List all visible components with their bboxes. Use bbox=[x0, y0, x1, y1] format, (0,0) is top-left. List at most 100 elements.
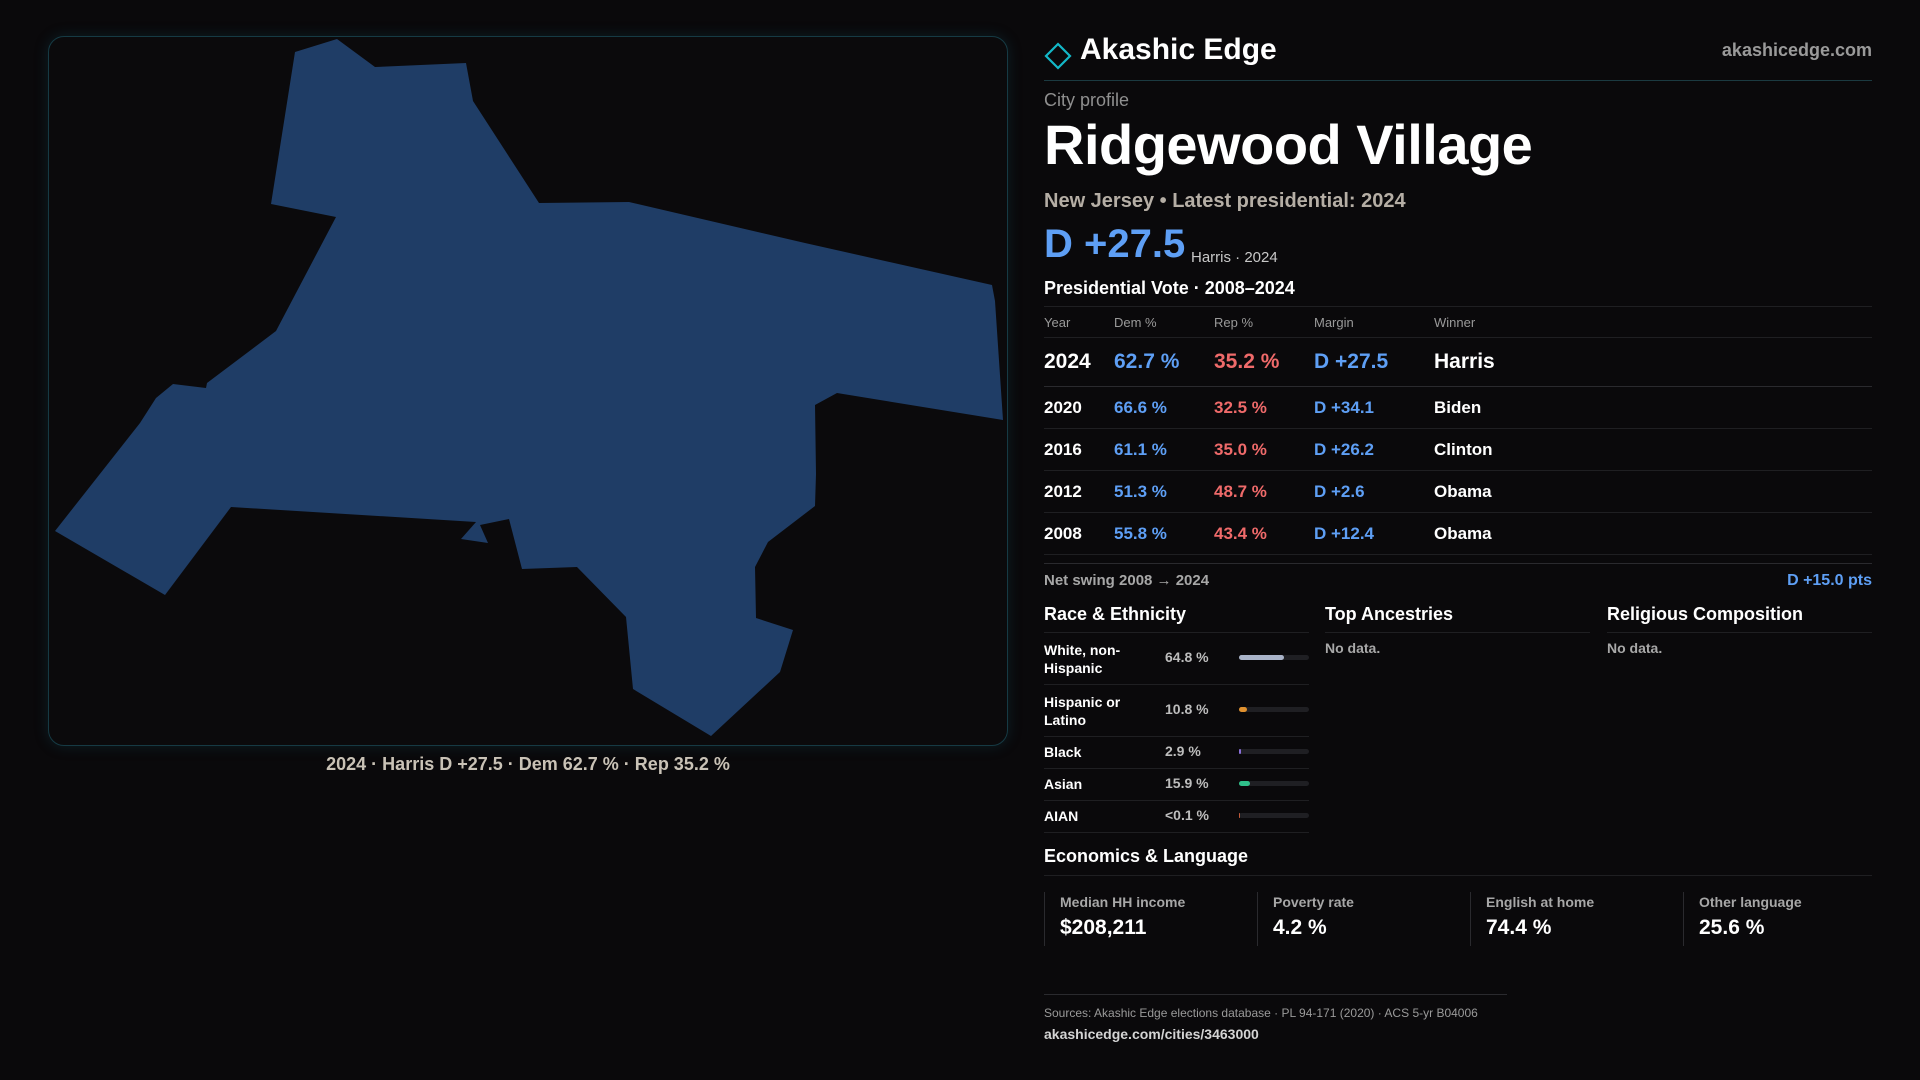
net-swing-row: Net swing 2008 → 2024 D +15.0 pts bbox=[1044, 563, 1872, 592]
row-rep: 32.5 % bbox=[1214, 398, 1267, 417]
header-margin: Margin bbox=[1314, 315, 1354, 330]
economics-cards: Median HH income $208,211 Poverty rate 4… bbox=[1044, 892, 1872, 946]
race-ethnicity-list: White, non-Hispanic 64.8 % Hispanic or L… bbox=[1044, 632, 1309, 833]
stat-card-english-at-home: English at home 74.4 % bbox=[1470, 892, 1671, 946]
row-rep: 35.0 % bbox=[1214, 440, 1267, 459]
stat-value: 25.6 % bbox=[1699, 916, 1765, 939]
brand-header: Akashic Edge akashicedge.com bbox=[1044, 30, 1872, 81]
header-rep: Rep % bbox=[1214, 315, 1254, 330]
row-rep: 35.2 % bbox=[1214, 350, 1280, 373]
race-pct: 15.9 % bbox=[1165, 775, 1209, 791]
presidential-vote-table: Year Dem % Rep % Margin Winner 2024 62.7… bbox=[1044, 306, 1872, 555]
top-ancestries-title: Top Ancestries bbox=[1325, 604, 1454, 624]
row-margin: D +27.5 bbox=[1314, 350, 1389, 373]
stat-card-other-language: Other language 25.6 % bbox=[1683, 892, 1884, 946]
net-swing-label: Net swing 2008 → 2024 bbox=[1044, 572, 1210, 589]
table-row: 2024 62.7 % 35.2 % D +27.5 Harris bbox=[1044, 338, 1872, 387]
economics-language-title: Economics & Language bbox=[1044, 846, 1249, 866]
divider bbox=[1044, 875, 1872, 876]
row-year: 2024 bbox=[1044, 350, 1091, 373]
presidential-vote-title: Presidential Vote · 2008–2024 bbox=[1044, 278, 1295, 298]
race-bar-fill bbox=[1239, 813, 1241, 818]
race-label: Asian bbox=[1044, 776, 1083, 792]
race-bar bbox=[1239, 781, 1309, 786]
footer-sources: Sources: Akashic Edge elections database… bbox=[1044, 1006, 1478, 1020]
row-dem: 55.8 % bbox=[1114, 524, 1167, 543]
race-row: Hispanic or Latino 10.8 % bbox=[1044, 685, 1309, 737]
race-pct: <0.1 % bbox=[1165, 807, 1209, 823]
row-winner: Obama bbox=[1434, 482, 1492, 501]
race-pct: 64.8 % bbox=[1165, 649, 1209, 665]
divider bbox=[1607, 632, 1872, 633]
row-dem: 62.7 % bbox=[1114, 350, 1180, 373]
header-year: Year bbox=[1044, 315, 1071, 330]
table-row: 2008 55.8 % 43.4 % D +12.4 Obama bbox=[1044, 513, 1872, 555]
row-year: 2012 bbox=[1044, 482, 1082, 501]
row-year: 2020 bbox=[1044, 398, 1082, 417]
race-ethnicity-title: Race & Ethnicity bbox=[1044, 604, 1187, 624]
stat-label: Median HH income bbox=[1060, 894, 1186, 910]
race-pct: 10.8 % bbox=[1165, 701, 1209, 717]
row-winner: Harris bbox=[1434, 350, 1495, 373]
header-winner: Winner bbox=[1434, 315, 1476, 330]
religion-empty: No data. bbox=[1607, 640, 1663, 656]
latest-margin: D +27.5 bbox=[1044, 222, 1186, 266]
profile-column: Akashic Edge akashicedge.com City profil… bbox=[1044, 0, 1872, 1080]
page-subtitle: New Jersey • Latest presidential: 2024 bbox=[1044, 190, 1406, 212]
stat-value: $208,211 bbox=[1060, 916, 1147, 939]
row-rep: 43.4 % bbox=[1214, 524, 1267, 543]
row-year: 2016 bbox=[1044, 440, 1082, 459]
table-row: 2012 51.3 % 48.7 % D +2.6 Obama bbox=[1044, 471, 1872, 513]
row-dem: 61.1 % bbox=[1114, 440, 1167, 459]
table-row: 2016 61.1 % 35.0 % D +26.2 Clinton bbox=[1044, 429, 1872, 471]
row-margin: D +2.6 bbox=[1314, 482, 1365, 501]
divider bbox=[1325, 632, 1590, 633]
race-pct: 2.9 % bbox=[1165, 743, 1201, 759]
religious-composition-title: Religious Composition bbox=[1607, 604, 1803, 624]
city-boundary-shape[interactable] bbox=[55, 39, 1003, 736]
page-title: Ridgewood Village bbox=[1044, 113, 1533, 176]
row-margin: D +12.4 bbox=[1314, 524, 1375, 543]
stat-value: 4.2 % bbox=[1273, 916, 1327, 939]
net-swing-value: D +15.0 pts bbox=[1787, 572, 1872, 589]
brand-url-link[interactable]: akashicedge.com bbox=[1721, 40, 1872, 60]
page-kicker: City profile bbox=[1044, 90, 1130, 110]
city-boundary-map bbox=[55, 39, 1003, 736]
row-margin: D +34.1 bbox=[1314, 398, 1375, 417]
race-label: AIAN bbox=[1044, 808, 1079, 824]
map-panel[interactable] bbox=[48, 36, 1008, 746]
row-winner: Obama bbox=[1434, 524, 1492, 543]
race-label: White, non-Hispanic bbox=[1044, 642, 1121, 676]
race-row: White, non-Hispanic 64.8 % bbox=[1044, 633, 1309, 685]
stat-card-poverty-rate: Poverty rate 4.2 % bbox=[1257, 892, 1458, 946]
stat-label: Other language bbox=[1699, 894, 1802, 910]
stat-label: English at home bbox=[1486, 894, 1595, 910]
footer-divider bbox=[1044, 994, 1507, 995]
stat-card-median-income: Median HH income $208,211 bbox=[1044, 892, 1245, 946]
race-bar bbox=[1239, 813, 1309, 818]
race-bar-fill bbox=[1239, 655, 1285, 660]
latest-margin-note: Harris · 2024 bbox=[1191, 249, 1278, 266]
race-row: AIAN <0.1 % bbox=[1044, 801, 1309, 833]
row-year: 2008 bbox=[1044, 524, 1082, 543]
table-header: Year Dem % Rep % Margin Winner bbox=[1044, 306, 1872, 338]
race-bar bbox=[1239, 707, 1309, 712]
row-dem: 66.6 % bbox=[1114, 398, 1167, 417]
brand-name: Akashic Edge bbox=[1080, 33, 1277, 66]
race-bar-fill bbox=[1239, 707, 1247, 712]
race-bar-fill bbox=[1239, 781, 1251, 786]
row-winner: Clinton bbox=[1434, 440, 1493, 459]
row-margin: D +26.2 bbox=[1314, 440, 1375, 459]
footer-url-link[interactable]: akashicedge.com/cities/3463000 bbox=[1044, 1026, 1259, 1042]
row-rep: 48.7 % bbox=[1214, 482, 1267, 501]
table-row: 2020 66.6 % 32.5 % D +34.1 Biden bbox=[1044, 387, 1872, 429]
race-label: Black bbox=[1044, 744, 1082, 760]
race-bar-fill bbox=[1239, 749, 1242, 754]
race-bar bbox=[1239, 655, 1309, 660]
row-dem: 51.3 % bbox=[1114, 482, 1167, 501]
row-winner: Biden bbox=[1434, 398, 1482, 417]
header-dem: Dem % bbox=[1114, 315, 1157, 330]
diamond-outline-icon bbox=[1044, 42, 1072, 70]
ancestries-empty: No data. bbox=[1325, 640, 1381, 656]
race-row: Asian 15.9 % bbox=[1044, 769, 1309, 801]
